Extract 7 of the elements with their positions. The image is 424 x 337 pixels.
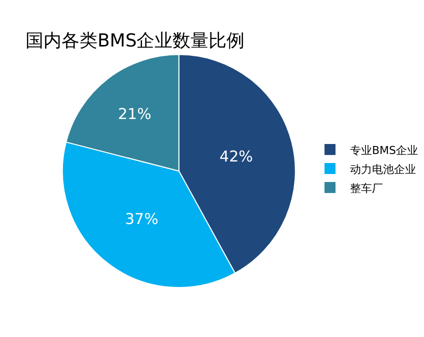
legend-label: 动力电池企业	[350, 162, 416, 176]
chart-title: 国内各类BMS企业数量比例	[25, 30, 245, 52]
data-label: 42%	[220, 147, 253, 166]
data-label: 37%	[125, 210, 158, 228]
data-label: 21%	[118, 104, 152, 123]
legend-label: 专业BMS企业	[350, 144, 418, 157]
legend-label: 整车厂	[350, 182, 383, 195]
